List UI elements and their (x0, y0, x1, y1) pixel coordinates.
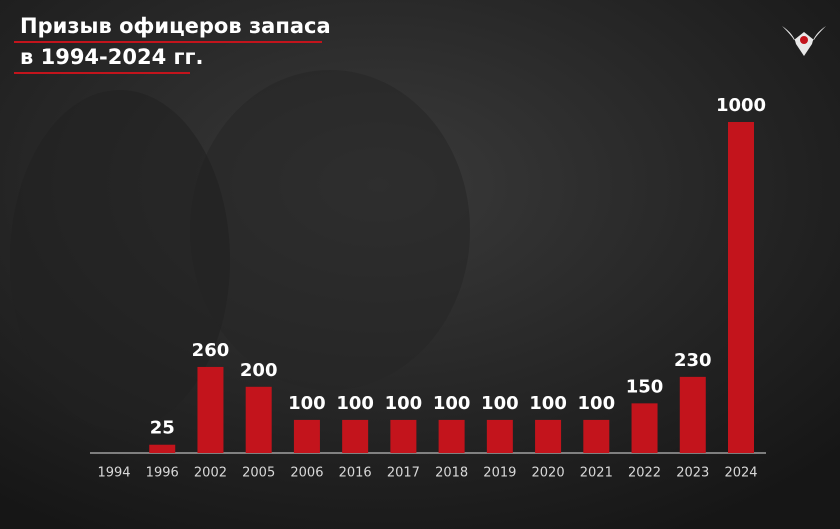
value-label: 100 (385, 393, 423, 414)
bar (486, 419, 513, 453)
value-label: 100 (481, 393, 519, 414)
x-tick-label: 1996 (146, 466, 179, 481)
background-shape (190, 70, 470, 390)
bar (293, 419, 320, 453)
bar (342, 419, 369, 453)
value-label: 150 (626, 376, 664, 397)
bar (149, 444, 176, 453)
value-label: 100 (529, 393, 567, 414)
bar (728, 122, 754, 453)
bar (535, 419, 562, 453)
x-tick-label: 2019 (483, 466, 516, 481)
x-tick-label: 1994 (97, 466, 130, 481)
x-tick-label: 2017 (387, 466, 420, 481)
x-tick-label: 2021 (580, 466, 613, 481)
value-label: 260 (192, 340, 230, 361)
chart-subtitle: в 1994-2024 гг. (20, 45, 203, 69)
value-label: 100 (336, 393, 374, 414)
x-tick-label: 2020 (532, 466, 565, 481)
logo-dot (800, 36, 808, 44)
x-tick-label: 2005 (242, 466, 275, 481)
chart-title: Призыв офицеров запаса (20, 14, 331, 38)
bar (583, 419, 610, 453)
value-label: 200 (240, 360, 278, 381)
bar (197, 366, 224, 453)
background-shape (10, 90, 230, 430)
value-label: 230 (674, 350, 712, 371)
value-label: 100 (433, 393, 471, 414)
bar (631, 403, 658, 453)
logo (782, 26, 826, 56)
x-tick-label: 2024 (724, 466, 757, 481)
x-tick-label: 2023 (676, 466, 709, 481)
bar (245, 386, 272, 453)
x-tick-label: 2016 (339, 466, 372, 481)
bar (679, 376, 706, 453)
value-label: 1000 (716, 95, 766, 116)
x-tick-label: 2022 (628, 466, 661, 481)
bar (390, 419, 417, 453)
x-tick-label: 2006 (290, 466, 323, 481)
value-label: 100 (578, 393, 616, 414)
value-label: 100 (288, 393, 326, 414)
x-tick-label: 2018 (435, 466, 468, 481)
x-tick-label: 2002 (194, 466, 227, 481)
bar (438, 419, 465, 453)
value-label: 25 (150, 418, 175, 439)
